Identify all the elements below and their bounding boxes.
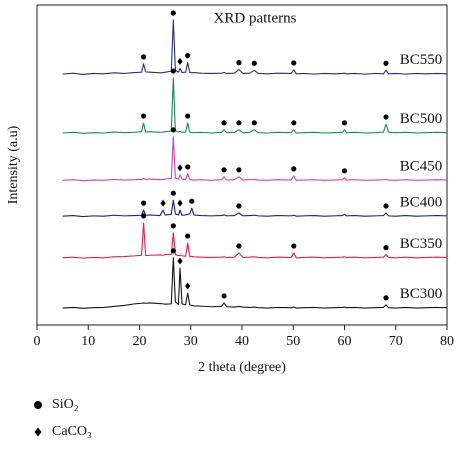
sio2-marker <box>141 54 147 60</box>
sio2-marker <box>236 120 242 126</box>
x-tick-label: 10 <box>81 334 95 349</box>
sio2-marker <box>341 168 348 174</box>
sio2-marker <box>221 167 227 173</box>
series-line <box>62 136 448 182</box>
x-tick-label: 50 <box>286 334 300 349</box>
sio2-marker <box>341 120 348 126</box>
y-axis-label: Intensity (a.u) <box>6 125 21 204</box>
sio2-marker <box>383 295 389 301</box>
x-tick-label: 70 <box>389 334 403 349</box>
sio2-marker <box>185 113 191 119</box>
sio2-marker <box>141 200 147 206</box>
legend-symbol <box>34 427 42 437</box>
sio2-marker <box>291 60 297 66</box>
sio2-marker <box>185 164 191 170</box>
sio2-marker <box>221 120 227 126</box>
caco3-marker <box>177 164 183 172</box>
sio2-marker <box>189 198 195 204</box>
legend-label: SiO₂ <box>52 397 79 412</box>
sio2-marker <box>251 60 257 66</box>
sio2-marker <box>383 114 389 120</box>
sio2-marker <box>170 223 176 229</box>
caco3-marker <box>185 282 191 290</box>
sio2-marker <box>170 127 176 133</box>
series-label: BC550 <box>400 52 443 68</box>
sio2-marker <box>236 60 242 66</box>
sio2-marker <box>383 245 389 251</box>
legend-label: CaCO₃ <box>52 424 92 439</box>
sio2-marker <box>141 113 147 119</box>
caco3-marker <box>160 199 166 207</box>
plot-frame <box>36 4 448 326</box>
x-tick-label: 40 <box>235 334 249 349</box>
sio2-marker <box>236 167 242 173</box>
x-tick-label: 30 <box>184 334 198 349</box>
x-tick-label: 60 <box>338 334 352 349</box>
series-label: BC450 <box>400 158 443 174</box>
legend-symbol <box>34 401 42 409</box>
series-label: BC400 <box>400 194 443 210</box>
caco3-marker <box>177 199 183 207</box>
series-line <box>62 77 448 134</box>
sio2-marker <box>383 60 389 66</box>
x-tick-label: 80 <box>440 334 454 349</box>
sio2-marker <box>170 68 176 74</box>
sio2-marker <box>185 53 191 59</box>
sio2-marker <box>236 203 242 209</box>
sio2-marker <box>291 243 297 249</box>
caco3-marker <box>177 57 183 65</box>
sio2-marker <box>185 233 191 239</box>
series-label: BC300 <box>400 286 443 302</box>
sio2-marker <box>170 248 176 254</box>
sio2-marker <box>141 213 147 219</box>
series-line <box>62 19 448 75</box>
x-tick-label: 0 <box>34 334 41 349</box>
sio2-marker <box>236 243 242 249</box>
sio2-marker <box>170 190 176 196</box>
series-label: BC350 <box>400 236 443 252</box>
caco3-marker <box>177 257 183 265</box>
sio2-marker <box>291 166 297 172</box>
chart-title: XRD patterns <box>214 10 297 26</box>
sio2-marker <box>221 293 227 299</box>
x-axis-label: 2 theta (degree) <box>198 360 286 375</box>
sio2-marker <box>251 120 257 126</box>
series-label: BC500 <box>400 111 443 127</box>
x-tick-label: 20 <box>133 334 147 349</box>
sio2-marker <box>383 203 389 209</box>
series-line <box>62 222 448 259</box>
sio2-marker <box>291 120 297 126</box>
series-line <box>62 199 448 218</box>
sio2-marker <box>170 10 176 16</box>
series-line <box>62 257 448 309</box>
